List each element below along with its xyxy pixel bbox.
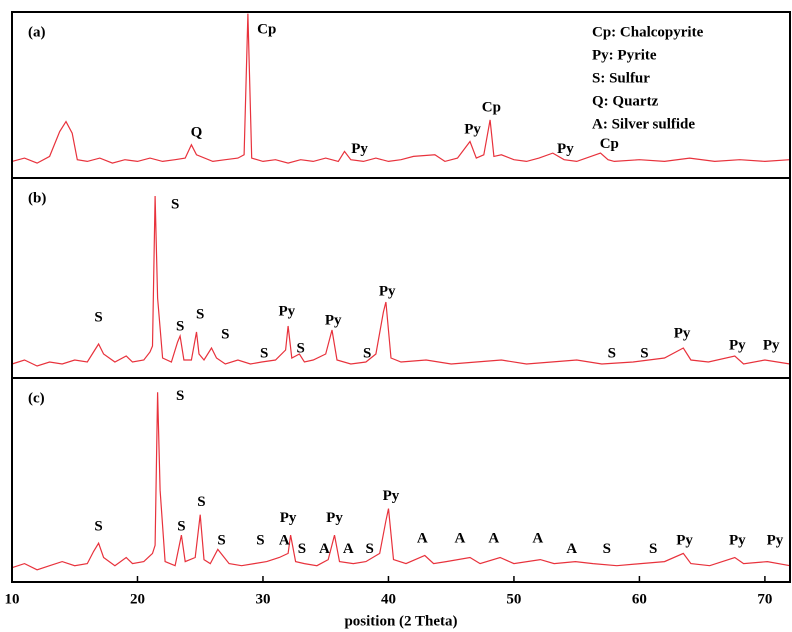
peak-label: S bbox=[176, 388, 184, 404]
peak-label: Py bbox=[729, 337, 746, 353]
x-tick-label: 30 bbox=[255, 591, 270, 607]
peak-label: S bbox=[649, 541, 657, 557]
legend-entry: Q: Quartz bbox=[592, 93, 659, 109]
peak-label: Py bbox=[763, 337, 780, 353]
legend-entry: Cp: Chalcopyrite bbox=[592, 24, 704, 40]
xrd-line bbox=[11, 13, 791, 164]
x-axis-label: position (2 Theta) bbox=[344, 613, 457, 629]
x-tick-label: 60 bbox=[632, 591, 647, 607]
peak-label: Py bbox=[280, 510, 297, 526]
peak-label: S bbox=[363, 345, 371, 361]
peak-label: S bbox=[260, 345, 268, 361]
peak-label: Py bbox=[674, 325, 691, 341]
peak-label: Py bbox=[729, 533, 746, 549]
x-tick-label: 70 bbox=[757, 591, 772, 607]
peak-label: S bbox=[365, 541, 373, 557]
legend-entry: S: Sulfur bbox=[592, 70, 650, 86]
peak-label: A bbox=[279, 533, 290, 549]
peak-label: Q bbox=[191, 125, 203, 141]
peak-label: S bbox=[94, 518, 102, 534]
peak-label: S bbox=[94, 309, 102, 325]
legend-entry: Py: Pyrite bbox=[592, 47, 657, 63]
peak-label: Py bbox=[351, 141, 368, 157]
peak-label: A bbox=[488, 531, 499, 547]
peak-label: Cp bbox=[257, 22, 276, 38]
peak-label: S bbox=[256, 533, 264, 549]
peak-label: Py bbox=[383, 488, 400, 504]
x-tick-label: 20 bbox=[130, 591, 145, 607]
peak-label: Py bbox=[767, 533, 784, 549]
peak-label: Py bbox=[278, 303, 295, 319]
x-tick-label: 40 bbox=[381, 591, 396, 607]
peak-label: Py bbox=[557, 141, 574, 157]
peak-label: A bbox=[532, 531, 543, 547]
peak-label: Cp bbox=[600, 136, 619, 152]
peak-label: S bbox=[603, 541, 611, 557]
xrd-line bbox=[11, 195, 791, 367]
peak-label: S bbox=[176, 318, 184, 334]
xrd-line bbox=[11, 392, 791, 571]
peak-label: Cp bbox=[482, 100, 501, 116]
peak-label: S bbox=[608, 345, 616, 361]
peak-label: A bbox=[566, 541, 577, 557]
peak-label: S bbox=[640, 345, 648, 361]
panel-frame bbox=[11, 377, 791, 583]
peak-label: A bbox=[455, 531, 466, 547]
peak-label: S bbox=[298, 541, 306, 557]
peak-label: S bbox=[296, 340, 304, 356]
peak-label: A bbox=[343, 541, 354, 557]
peak-label: A bbox=[319, 541, 330, 557]
panel-label: (b) bbox=[28, 190, 46, 206]
peak-label: Py bbox=[326, 510, 343, 526]
peak-label: Py bbox=[379, 283, 396, 299]
peak-label: S bbox=[196, 306, 204, 322]
peak-label: A bbox=[417, 531, 428, 547]
panel-label: (a) bbox=[28, 24, 46, 40]
peak-label: S bbox=[217, 533, 225, 549]
legend-entry: A: Silver sulfide bbox=[592, 116, 695, 132]
panel-label: (c) bbox=[28, 390, 45, 406]
panel-frame bbox=[11, 177, 791, 379]
peak-label: S bbox=[197, 494, 205, 510]
x-tick-label: 10 bbox=[5, 591, 20, 607]
peak-label: Py bbox=[325, 312, 342, 328]
peak-label: S bbox=[177, 518, 185, 534]
peak-label: Py bbox=[464, 121, 481, 137]
peak-label: S bbox=[171, 196, 179, 212]
peak-label: S bbox=[221, 326, 229, 342]
x-tick-label: 50 bbox=[506, 591, 521, 607]
peak-label: Py bbox=[676, 533, 693, 549]
